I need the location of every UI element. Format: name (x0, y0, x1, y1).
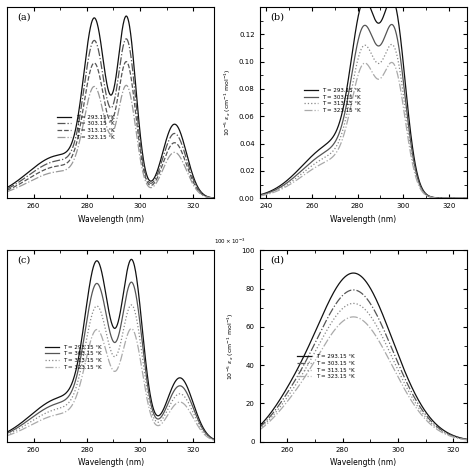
Y-axis label: $10^{-5}\ \varepsilon_x\ (\mathregular{cm^{-1}\ mol^{-1}})$: $10^{-5}\ \varepsilon_x\ (\mathregular{c… (223, 69, 233, 137)
Text: (d): (d) (270, 256, 284, 265)
Legend: T = 293.15 °K, T = 303.15 °K, T = 313.15 °K, T = 323.15 °K: T = 293.15 °K, T = 303.15 °K, T = 313.15… (301, 86, 363, 115)
Legend: T = 293.15 °K, T = 303.15 °K, T = 313.15 °K, T = 323.15 °K: T = 293.15 °K, T = 303.15 °K, T = 313.15… (43, 342, 104, 372)
Text: (a): (a) (18, 13, 31, 22)
Text: (b): (b) (270, 13, 284, 22)
X-axis label: Wavelength (nm): Wavelength (nm) (330, 215, 396, 224)
Legend: T = 293.15 °K, T = 303.15 °K, T = 313.15 °K, T = 323.15 °K: T = 293.15 °K, T = 303.15 °K, T = 313.15… (55, 112, 117, 142)
Text: $100\times10^{-3}$: $100\times10^{-3}$ (214, 237, 246, 246)
X-axis label: Wavelength (nm): Wavelength (nm) (78, 458, 144, 467)
Legend: T = 293.15 °K, T = 303.15 °K, T = 313.15 °K, T = 323.15 °K: T = 293.15 °K, T = 303.15 °K, T = 313.15… (295, 352, 356, 382)
X-axis label: Wavelength (nm): Wavelength (nm) (330, 458, 396, 467)
Y-axis label: $10^{-5}\ \varepsilon_x\ (\mathregular{cm^{-1}\ mol^{-1}})$: $10^{-5}\ \varepsilon_x\ (\mathregular{c… (225, 312, 236, 380)
X-axis label: Wavelength (nm): Wavelength (nm) (78, 215, 144, 224)
Text: (c): (c) (18, 256, 30, 265)
